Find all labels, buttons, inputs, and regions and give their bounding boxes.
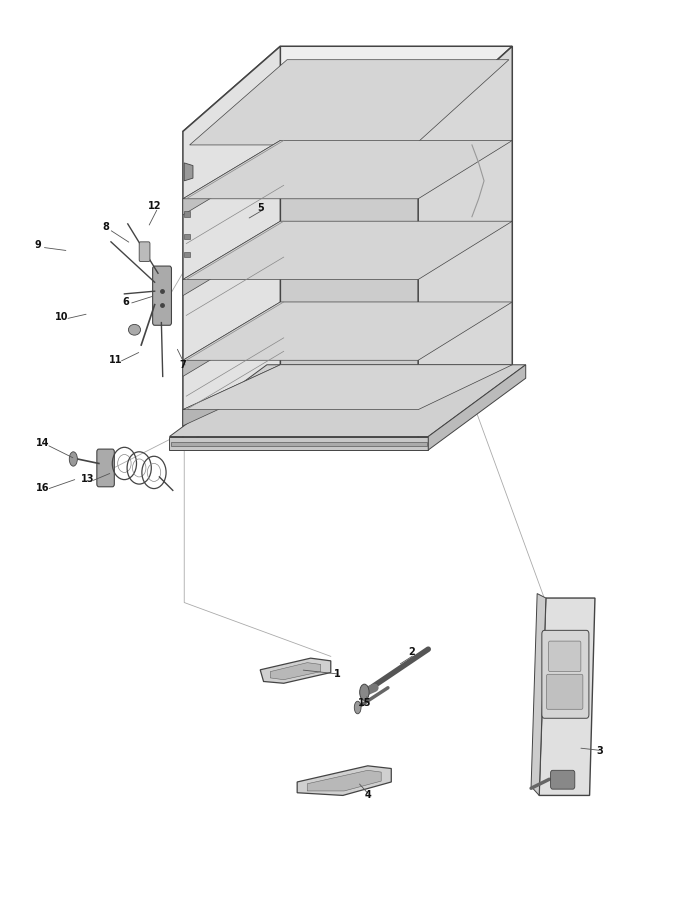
FancyBboxPatch shape <box>139 242 150 262</box>
Polygon shape <box>297 766 392 796</box>
Ellipse shape <box>354 701 361 714</box>
Text: 7: 7 <box>180 360 186 370</box>
Text: 5: 5 <box>256 202 263 212</box>
FancyBboxPatch shape <box>184 234 190 239</box>
Polygon shape <box>183 46 512 131</box>
Text: 6: 6 <box>122 297 129 307</box>
Polygon shape <box>183 364 512 410</box>
FancyBboxPatch shape <box>549 641 581 671</box>
FancyBboxPatch shape <box>97 449 114 487</box>
Ellipse shape <box>128 324 140 335</box>
FancyBboxPatch shape <box>184 252 190 257</box>
Polygon shape <box>183 46 280 450</box>
Polygon shape <box>531 594 546 796</box>
Text: 8: 8 <box>102 222 109 232</box>
Polygon shape <box>184 163 193 181</box>
Polygon shape <box>169 436 428 450</box>
Text: 12: 12 <box>148 201 161 211</box>
Text: 4: 4 <box>364 790 371 800</box>
Text: 1: 1 <box>334 670 341 680</box>
Polygon shape <box>183 140 280 215</box>
Text: 9: 9 <box>35 240 42 250</box>
Polygon shape <box>183 302 512 360</box>
FancyBboxPatch shape <box>551 770 575 789</box>
Polygon shape <box>169 364 526 436</box>
Polygon shape <box>270 662 321 680</box>
Polygon shape <box>183 221 512 280</box>
Polygon shape <box>190 59 509 145</box>
Text: 13: 13 <box>81 473 95 483</box>
Polygon shape <box>183 364 280 426</box>
Polygon shape <box>539 598 595 796</box>
Ellipse shape <box>70 452 78 466</box>
Polygon shape <box>280 46 512 364</box>
Text: 14: 14 <box>36 437 50 448</box>
Text: 11: 11 <box>109 356 122 365</box>
Polygon shape <box>183 221 280 296</box>
Polygon shape <box>260 658 331 683</box>
Ellipse shape <box>360 684 369 700</box>
FancyBboxPatch shape <box>542 630 589 718</box>
Polygon shape <box>418 46 512 450</box>
Polygon shape <box>307 770 381 791</box>
Text: 16: 16 <box>36 482 50 492</box>
Text: 15: 15 <box>358 698 371 708</box>
FancyBboxPatch shape <box>547 674 583 709</box>
FancyBboxPatch shape <box>153 266 171 325</box>
Polygon shape <box>428 364 526 450</box>
Polygon shape <box>183 302 280 376</box>
Text: 10: 10 <box>55 312 69 322</box>
Text: 3: 3 <box>596 745 603 756</box>
Text: 2: 2 <box>408 647 415 657</box>
Polygon shape <box>183 140 512 199</box>
Polygon shape <box>171 442 427 446</box>
FancyBboxPatch shape <box>184 212 190 217</box>
